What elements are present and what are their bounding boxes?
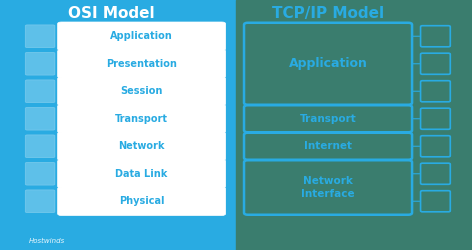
Text: Session: Session (120, 86, 163, 96)
Text: Internet: Internet (304, 141, 352, 151)
Text: Presentation: Presentation (106, 59, 177, 69)
Text: OSI Model: OSI Model (67, 6, 154, 21)
Text: Hostwinds: Hostwinds (28, 238, 65, 244)
FancyBboxPatch shape (58, 132, 226, 160)
FancyBboxPatch shape (58, 50, 226, 78)
Text: Network
Interface: Network Interface (301, 176, 355, 199)
Text: Physical: Physical (119, 196, 164, 206)
FancyBboxPatch shape (25, 52, 55, 75)
FancyBboxPatch shape (58, 160, 226, 188)
Text: Data Link: Data Link (116, 169, 168, 179)
FancyBboxPatch shape (25, 107, 55, 130)
Text: Transport: Transport (115, 114, 168, 124)
FancyBboxPatch shape (58, 77, 226, 106)
FancyBboxPatch shape (25, 190, 55, 213)
Text: Network: Network (118, 141, 165, 151)
FancyBboxPatch shape (58, 104, 226, 133)
FancyBboxPatch shape (25, 25, 55, 48)
FancyBboxPatch shape (58, 187, 226, 216)
FancyBboxPatch shape (25, 80, 55, 103)
Text: TCP/IP Model: TCP/IP Model (272, 6, 384, 21)
FancyBboxPatch shape (25, 162, 55, 185)
FancyBboxPatch shape (58, 22, 226, 50)
Text: Application: Application (110, 31, 173, 41)
FancyBboxPatch shape (25, 135, 55, 158)
Text: Application: Application (288, 57, 368, 70)
Text: Transport: Transport (300, 114, 356, 124)
Bar (236, 0, 472, 250)
